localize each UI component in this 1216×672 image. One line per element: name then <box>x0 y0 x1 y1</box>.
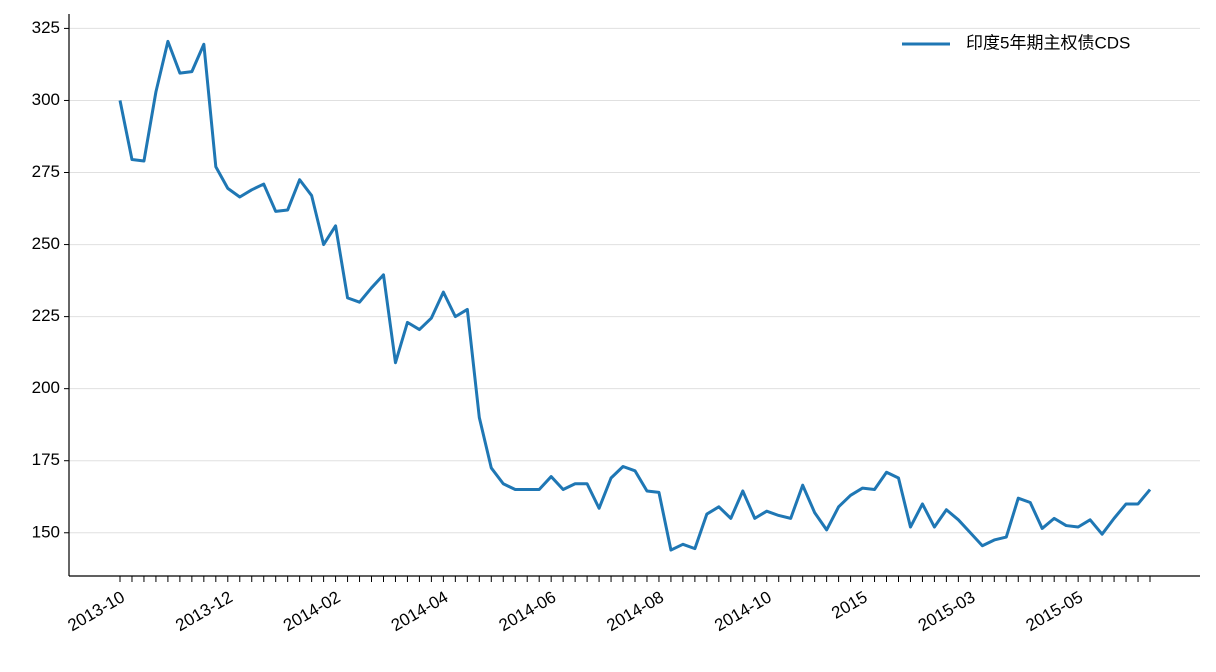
x-tick-label: 2015-05 <box>1023 587 1087 635</box>
y-tick-label: 225 <box>32 306 60 325</box>
x-tick-label: 2014-08 <box>603 587 667 635</box>
y-tick-label: 250 <box>32 234 60 253</box>
x-tick-label: 2014-04 <box>388 587 452 635</box>
y-tick-label: 325 <box>32 18 60 37</box>
x-tick-label: 2014-10 <box>711 587 775 635</box>
y-tick-label: 275 <box>32 162 60 181</box>
y-tick-label: 200 <box>32 378 60 397</box>
x-tick-label: 2013-10 <box>64 587 128 635</box>
legend-label: 印度5年期主权债CDS <box>966 33 1130 52</box>
x-tick-label: 2013-12 <box>172 587 236 635</box>
y-tick-label: 300 <box>32 90 60 109</box>
x-tick-label: 2015 <box>828 587 870 622</box>
x-tick-label: 2014-02 <box>280 587 344 635</box>
x-tick-label: 2015-03 <box>915 587 979 635</box>
y-tick-label: 150 <box>32 522 60 541</box>
y-tick-label: 175 <box>32 450 60 469</box>
x-tick-label: 2014-06 <box>496 587 560 635</box>
line <box>118 39 1152 552</box>
